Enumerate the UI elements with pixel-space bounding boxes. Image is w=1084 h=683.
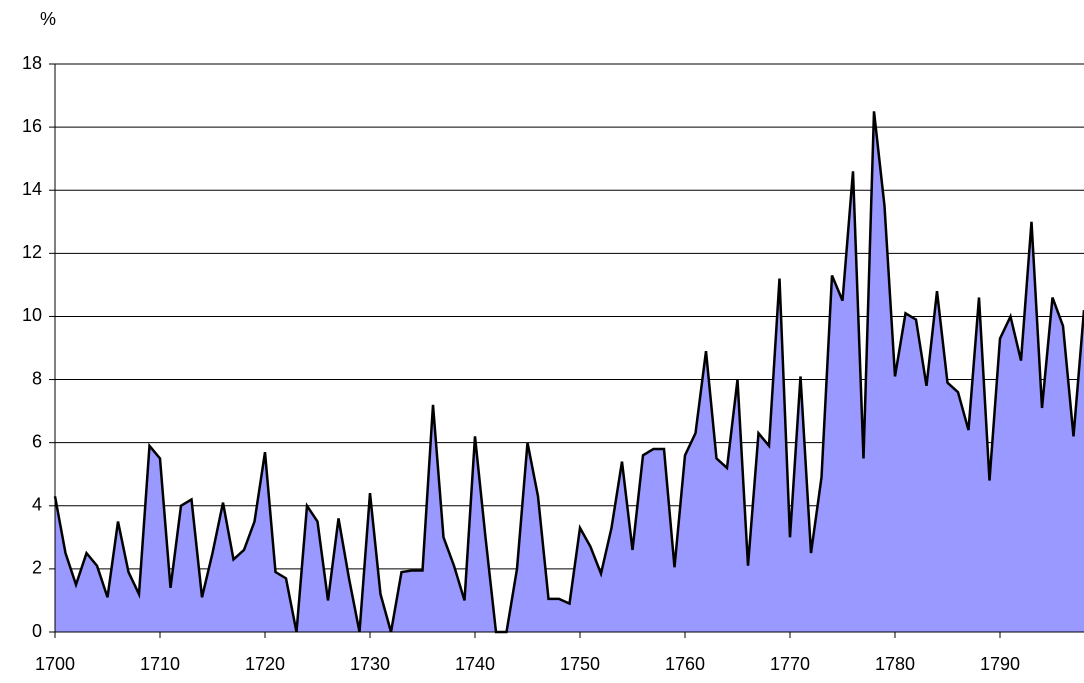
- area: [55, 111, 1084, 633]
- x-tick-label: 1770: [770, 654, 810, 674]
- line: [53, 111, 1084, 634]
- y-tick-label: 2: [32, 558, 42, 578]
- y-tick-label: 10: [22, 305, 42, 325]
- x-tick-label: 1740: [455, 654, 495, 674]
- x-tick-label: 1710: [140, 654, 180, 674]
- y-axis-label: %: [40, 9, 56, 29]
- y-tick-label: 14: [22, 179, 42, 199]
- x-tick-label: 1790: [980, 654, 1020, 674]
- x-tick-label: 1730: [350, 654, 390, 674]
- y-tick-label: 16: [22, 116, 42, 136]
- x-tick-label: 1700: [35, 654, 75, 674]
- x-tick-label: 1760: [665, 654, 705, 674]
- y-tick-label: 4: [32, 495, 42, 515]
- x-tick-label: 1780: [875, 654, 915, 674]
- x-tick-label: 1720: [245, 654, 285, 674]
- y-tick-label: 0: [32, 621, 42, 641]
- x-tick-label: 1750: [560, 654, 600, 674]
- y-tick-label: 18: [22, 53, 42, 73]
- y-tick-label: 8: [32, 368, 42, 388]
- y-tick-label: 6: [32, 431, 42, 451]
- y-tick-label: 12: [22, 242, 42, 262]
